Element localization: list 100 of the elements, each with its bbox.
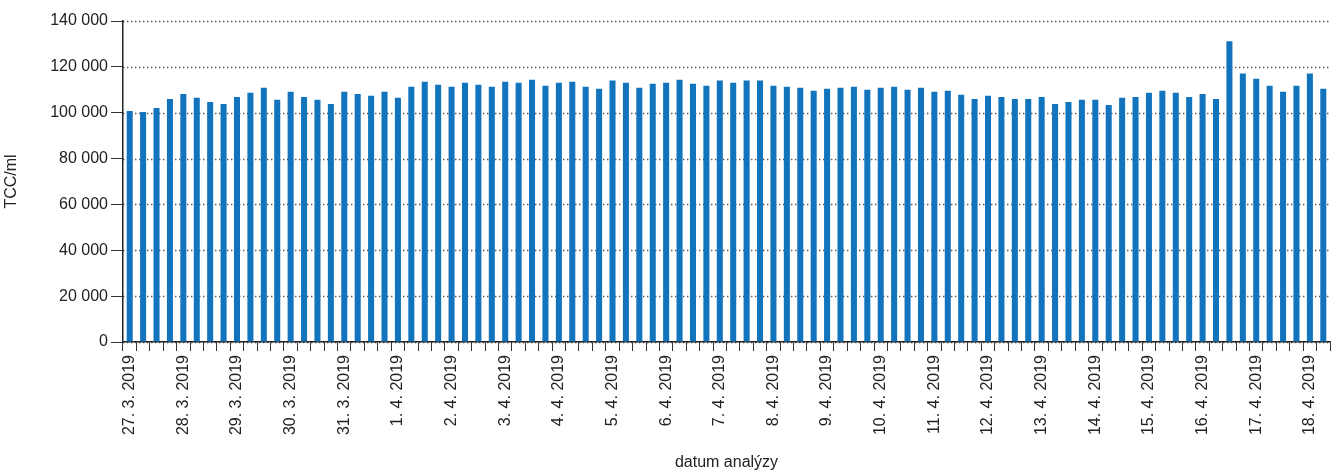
bar (730, 82, 737, 342)
bar (1199, 93, 1206, 342)
bar (1105, 104, 1112, 342)
bar (368, 95, 375, 342)
bar (689, 83, 696, 342)
bar (850, 86, 857, 342)
y-axis-title: TCC/ml (2, 154, 20, 209)
bar (274, 99, 281, 342)
bar (247, 92, 254, 342)
x-tick-label: 14. 4. 2019 (1085, 354, 1103, 436)
bar (287, 91, 294, 342)
y-tick-label: 120 000 (50, 57, 109, 75)
bar (301, 96, 308, 342)
x-tick-label: 5. 4. 2019 (602, 354, 620, 427)
y-tick-label: 0 (99, 332, 109, 350)
bar (555, 82, 562, 342)
bar (1025, 98, 1032, 342)
bar (985, 95, 992, 342)
bar (435, 84, 442, 342)
bar (1320, 88, 1327, 342)
bar (944, 90, 951, 342)
bar (220, 104, 227, 342)
bar (1293, 85, 1300, 342)
x-tick-label: 13. 4. 2019 (1032, 354, 1050, 436)
bar (354, 93, 361, 342)
bar (663, 82, 670, 342)
bar (703, 85, 710, 342)
x-axis-title: datum analýzy (674, 452, 779, 470)
bar (1038, 96, 1045, 342)
x-tick-label: 18. 4. 2019 (1300, 354, 1318, 436)
y-tick-label: 20 000 (59, 286, 109, 304)
bar (1172, 92, 1179, 342)
bar (1186, 96, 1193, 342)
bar (166, 98, 173, 342)
bar (488, 86, 495, 342)
bar (1253, 78, 1260, 342)
x-tick-label: 4. 4. 2019 (549, 354, 567, 427)
x-tick-label: 30. 3. 2019 (281, 354, 299, 436)
y-tick-label: 80 000 (59, 148, 109, 166)
x-tick-label: 29. 3. 2019 (227, 354, 245, 436)
bar (1092, 99, 1099, 342)
y-tick-label: 60 000 (59, 194, 109, 212)
bar (341, 91, 348, 342)
bar (864, 89, 871, 342)
bar (582, 86, 589, 342)
x-tick-label: 12. 4. 2019 (978, 354, 996, 436)
x-tick-label: 17. 4. 2019 (1246, 354, 1264, 436)
bar (649, 83, 656, 342)
bar (1239, 73, 1246, 342)
bar (958, 94, 965, 342)
bar (1280, 91, 1287, 342)
bar (542, 85, 549, 342)
bar (233, 96, 241, 342)
bar (140, 112, 147, 342)
y-tick-label: 100 000 (50, 103, 109, 121)
x-tick-label: 27. 3. 2019 (120, 354, 138, 436)
y-tick-label: 40 000 (59, 240, 109, 258)
x-tick-label: 6. 4. 2019 (656, 354, 674, 427)
x-tick-label: 15. 4. 2019 (1139, 354, 1157, 436)
bar (917, 87, 924, 342)
bar (1266, 85, 1273, 342)
bar (260, 87, 267, 342)
bar (797, 87, 804, 342)
bar (1132, 96, 1139, 342)
bar (1078, 99, 1085, 342)
x-tick-label: 28. 3. 2019 (173, 354, 191, 436)
bar (1212, 98, 1220, 342)
bar (153, 107, 160, 342)
x-tick-label: 10. 4. 2019 (871, 354, 889, 436)
x-tick-label: 3. 4. 2019 (495, 354, 513, 427)
x-tick-label: 7. 4. 2019 (710, 354, 728, 427)
x-tick-label: 11. 4. 2019 (924, 354, 942, 434)
y-tick-label: 140 000 (50, 11, 109, 29)
x-tick-label: 8. 4. 2019 (763, 354, 781, 427)
bar (126, 111, 133, 342)
bar (877, 87, 884, 342)
bar (824, 88, 831, 342)
bar (421, 81, 428, 342)
bar (193, 97, 200, 342)
bar (180, 93, 187, 342)
bar (502, 81, 509, 342)
bar (783, 86, 790, 342)
bar (529, 79, 536, 342)
bar (837, 87, 844, 342)
bar (1119, 97, 1126, 342)
bar (515, 82, 522, 342)
bar (757, 80, 764, 342)
x-tick-label: 2. 4. 2019 (441, 354, 459, 427)
x-tick-label: 31. 3. 2019 (334, 354, 352, 436)
x-tick-label: 9. 4. 2019 (817, 354, 835, 427)
bar (394, 97, 401, 342)
bar (676, 79, 683, 342)
bar (461, 82, 468, 342)
bar (475, 84, 482, 342)
bar (931, 91, 938, 342)
bar (596, 88, 603, 342)
bar (770, 85, 777, 342)
bar (1145, 92, 1152, 342)
bar (636, 87, 643, 342)
bar (998, 96, 1005, 342)
